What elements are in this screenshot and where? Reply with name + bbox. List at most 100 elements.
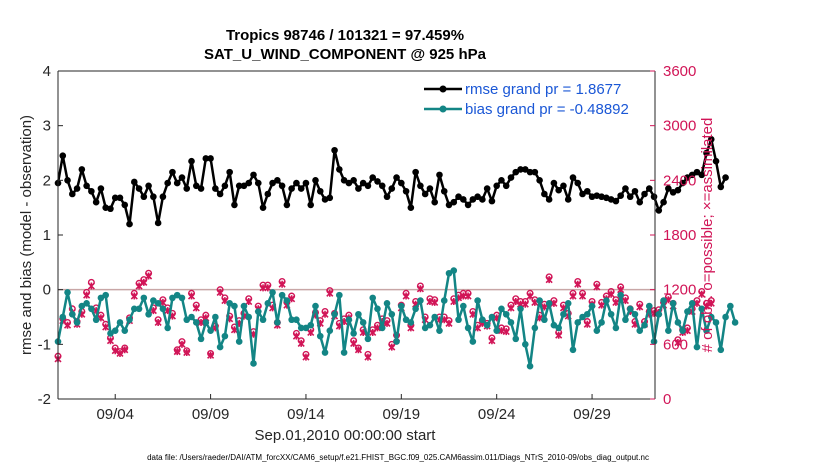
bias-point xyxy=(116,319,124,326)
bias-point xyxy=(707,313,715,321)
rmse-point xyxy=(717,183,725,191)
rmse-point xyxy=(479,196,486,203)
rmse-point xyxy=(116,194,124,202)
rmse-point xyxy=(474,193,481,201)
obs-assimilated-point xyxy=(111,347,119,355)
bias-point xyxy=(154,300,162,307)
y2-tick-label: 600 xyxy=(663,336,688,353)
y-tick-label: 3 xyxy=(43,118,51,135)
bias-point xyxy=(617,291,624,299)
bias-point xyxy=(402,316,410,324)
rmse-point xyxy=(173,179,181,187)
obs-assimilated-point xyxy=(583,320,591,328)
bias-point xyxy=(388,310,396,318)
bias-point xyxy=(641,321,648,329)
bias-point xyxy=(259,316,267,324)
rmse-point xyxy=(226,168,233,176)
x-tick-label: 09/29 xyxy=(573,406,611,423)
legend: rmse grand pr = 1.8677 bias grand pr = -… xyxy=(418,76,650,120)
x-axis-label: Sep.01,2010 00:00:00 start xyxy=(255,427,437,444)
rmse-point xyxy=(111,194,119,202)
rmse-point xyxy=(212,185,219,192)
bias-point xyxy=(350,330,357,337)
rmse-point xyxy=(517,166,524,173)
rmse-point xyxy=(545,196,553,203)
rmse-point xyxy=(564,196,572,203)
rmse-point xyxy=(374,178,381,185)
bias-point xyxy=(445,269,453,277)
rmse-point xyxy=(130,178,138,186)
bias-point xyxy=(164,324,171,332)
rmse-point xyxy=(660,198,667,206)
bias-point xyxy=(507,319,515,326)
rmse-point xyxy=(550,179,558,187)
bias-point xyxy=(78,302,86,310)
obs-assimilated-point xyxy=(707,299,715,307)
rmse-point xyxy=(316,187,324,195)
obs-assimilated-point xyxy=(512,297,520,306)
bias-point xyxy=(321,349,329,356)
obs-assimilated-point xyxy=(578,292,587,300)
obs-assimilated-point xyxy=(178,340,186,348)
rmse-point xyxy=(622,185,629,192)
bias-point xyxy=(722,313,729,321)
bias-point xyxy=(97,294,105,302)
rmse-point xyxy=(483,185,491,192)
bias-point xyxy=(202,319,210,326)
y-tick-label: 2 xyxy=(43,172,51,189)
rmse-point xyxy=(398,179,405,187)
rmse-point xyxy=(412,168,419,176)
bias-point xyxy=(178,294,186,302)
obs-assimilated-point xyxy=(526,292,534,300)
obs-assimilated-point xyxy=(693,299,701,307)
rmse-point xyxy=(331,146,338,154)
bias-point xyxy=(612,324,620,332)
y-tick-label: 0 xyxy=(43,282,51,299)
rmse-point xyxy=(159,193,167,201)
bias-point xyxy=(488,313,496,321)
rmse-series xyxy=(54,136,729,228)
obs-assimilated-point xyxy=(297,339,305,347)
obs-assimilated-point xyxy=(245,297,253,306)
bias-point xyxy=(588,302,596,310)
obs-assimilated-point xyxy=(598,301,606,309)
bias-point xyxy=(626,305,634,313)
legend-bias-marker xyxy=(439,105,447,113)
bias-point xyxy=(483,321,491,329)
bias-point xyxy=(59,313,67,321)
obs-assimilated-point xyxy=(216,288,224,296)
bias-point xyxy=(140,294,148,302)
x-tick-label: 09/14 xyxy=(287,406,325,423)
bias-point xyxy=(111,327,119,334)
obs-assimilated-point xyxy=(173,348,181,356)
rmse-point xyxy=(216,190,224,198)
bias-point xyxy=(235,338,243,345)
bias-point xyxy=(107,330,114,337)
rmse-point xyxy=(512,168,520,176)
obs-assimilated-point xyxy=(621,297,630,305)
obs-assimilated-point xyxy=(307,328,315,337)
x-tick-label: 09/24 xyxy=(478,406,516,423)
y-ticks: -2 -1 0 1 2 3 4 xyxy=(38,63,63,408)
bias-point xyxy=(216,343,224,351)
bias-point xyxy=(669,300,677,307)
bias-point xyxy=(407,319,415,326)
rmse-point xyxy=(617,192,624,199)
obs-assimilated-point xyxy=(464,292,472,300)
bias-point xyxy=(88,305,95,313)
rmse-point xyxy=(626,193,634,201)
bias-point xyxy=(207,327,214,334)
bias-point xyxy=(283,297,291,304)
bias-point xyxy=(212,313,219,321)
bias-point xyxy=(274,319,281,326)
bias-point xyxy=(603,297,610,304)
rmse-point xyxy=(202,155,210,162)
bias-point xyxy=(150,297,157,304)
rmse-point xyxy=(197,185,205,192)
obs-assimilated-point xyxy=(354,346,362,354)
x-tick-label: 09/04 xyxy=(96,406,134,423)
obs-assimilated-point xyxy=(555,331,563,339)
rmse-point xyxy=(283,201,291,209)
obs-assimilated-point xyxy=(350,339,358,347)
rmse-point xyxy=(574,179,582,187)
